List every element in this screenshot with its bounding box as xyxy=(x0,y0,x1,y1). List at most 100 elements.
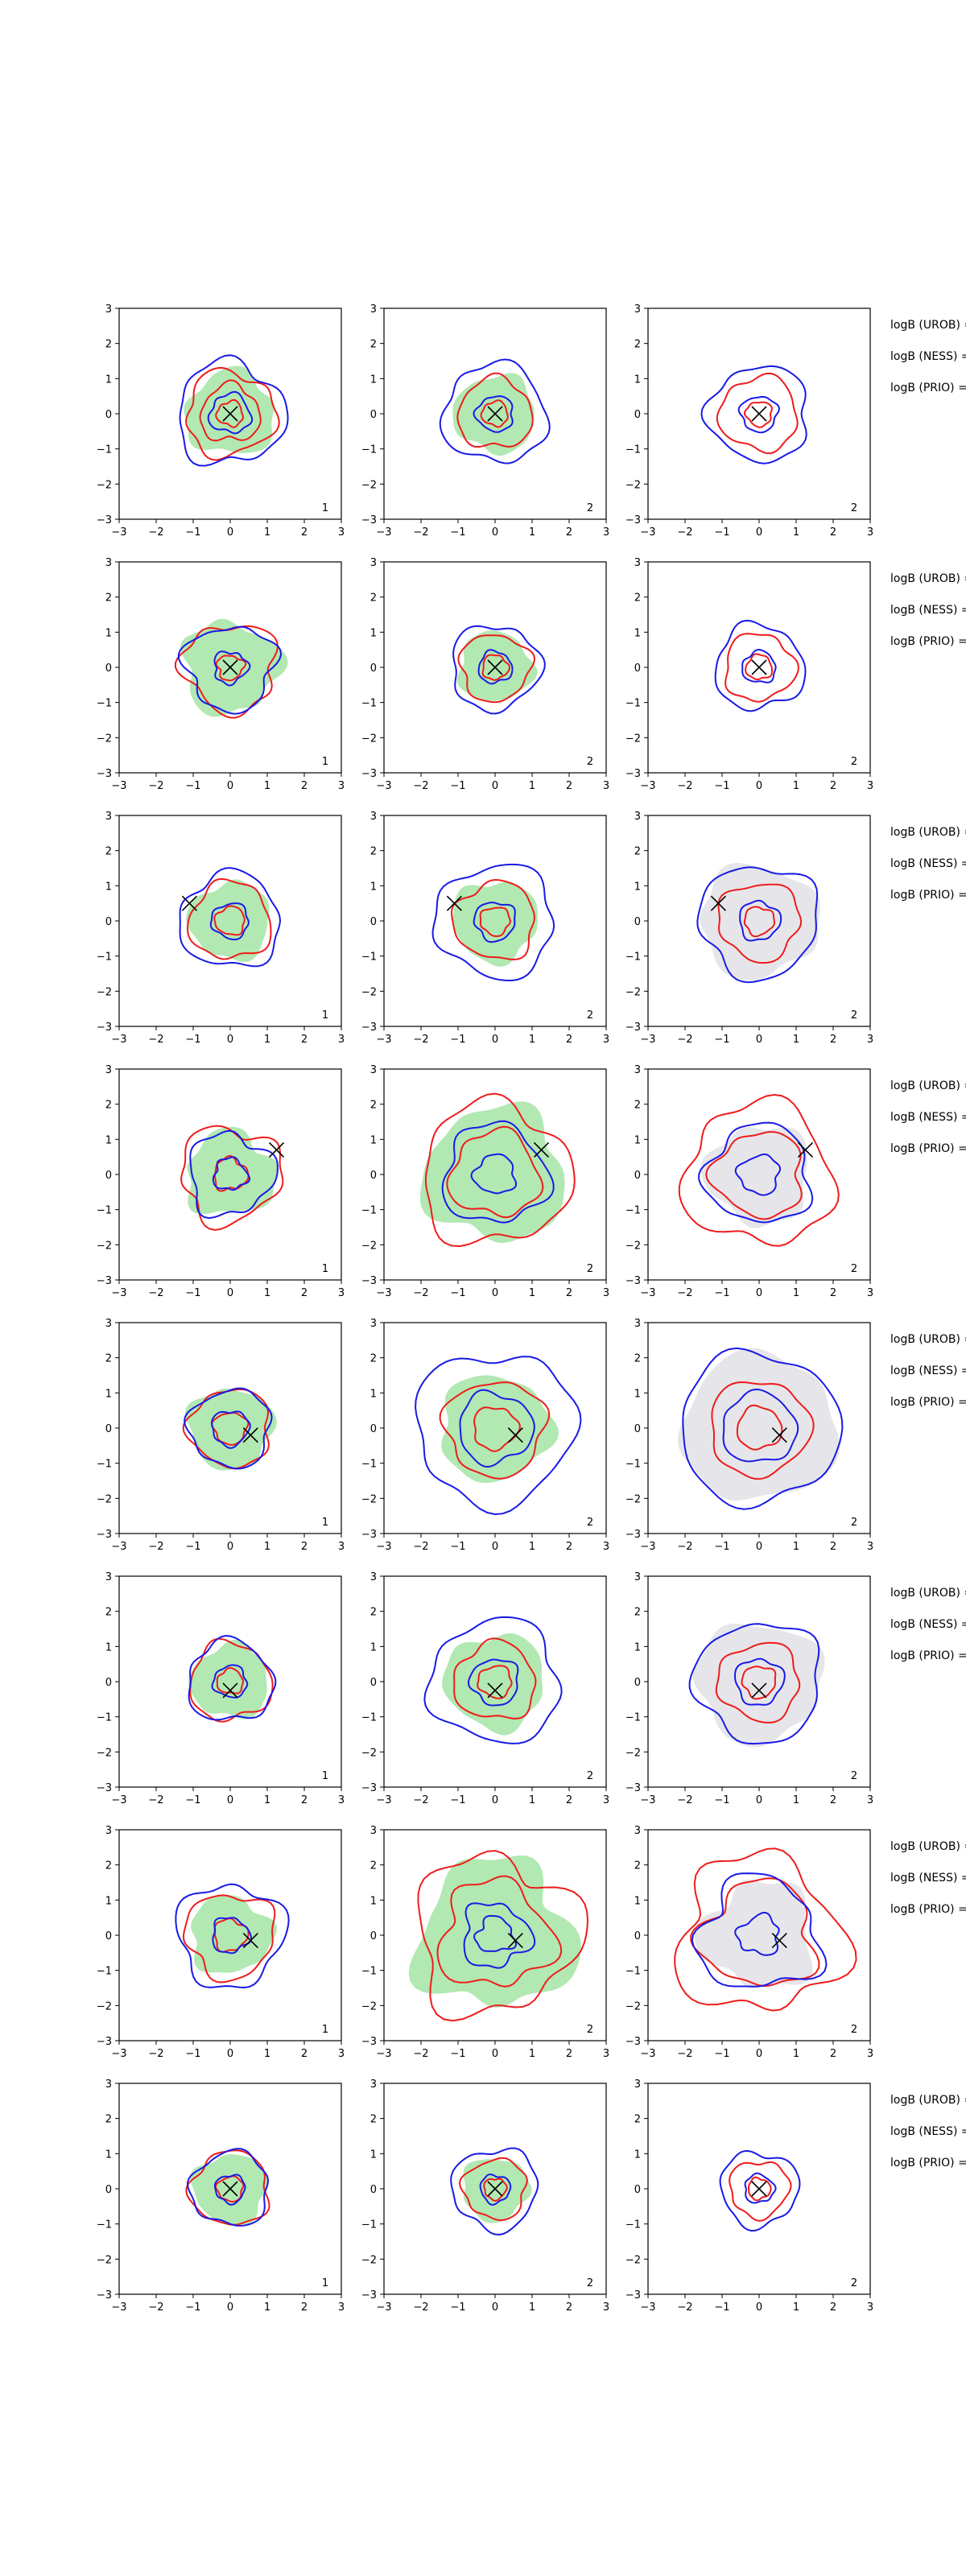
y-tick-label: 2 xyxy=(105,1353,112,1365)
true-value-marker xyxy=(487,406,503,422)
blue-contour xyxy=(211,1664,249,1699)
red-contour xyxy=(436,1875,563,1988)
y-tick-label: 2 xyxy=(370,339,377,351)
x-tick-label: −1 xyxy=(714,1794,729,1806)
x-tick-label: 1 xyxy=(264,2301,270,2314)
x-tick-label: −1 xyxy=(185,1794,200,1806)
x-tick-label: 2 xyxy=(301,1541,308,1553)
true-value-marker xyxy=(797,1141,814,1158)
x-tick-label: 1 xyxy=(264,526,270,539)
red-contour xyxy=(711,1381,815,1480)
x-tick-label: −2 xyxy=(413,526,428,539)
blue-contour xyxy=(714,619,807,712)
red-contour xyxy=(479,906,511,938)
blue-contour xyxy=(719,2149,801,2232)
y-tick-label: 3 xyxy=(634,1571,641,1583)
x-tick-label: 1 xyxy=(793,2301,799,2314)
x-tick-label: 0 xyxy=(756,2048,762,2060)
red-contour xyxy=(417,1850,589,2022)
density-fill-grey xyxy=(678,1348,840,1501)
red-contour xyxy=(424,1092,576,1248)
true-value-marker xyxy=(771,1427,787,1443)
panel-corner-label: 2 xyxy=(587,1770,593,1782)
true-value-marker xyxy=(242,1427,258,1443)
y-tick-label: 2 xyxy=(634,2114,641,2126)
x-tick-label: −3 xyxy=(111,1794,126,1806)
x-tick-label: −2 xyxy=(148,780,163,792)
y-tick-label: 0 xyxy=(105,1170,112,1182)
x-tick-label: −2 xyxy=(677,1541,692,1553)
density-fill-green xyxy=(452,881,538,967)
y-tick-label: 2 xyxy=(105,339,112,351)
blue-contour xyxy=(415,1356,582,1516)
logB-label: logB (NESS) = xyxy=(890,1111,966,1124)
logB-label: logB (NESS) = xyxy=(890,1618,966,1631)
y-tick-label: 3 xyxy=(370,557,377,569)
x-tick-label: −2 xyxy=(677,526,692,539)
red-contour xyxy=(215,654,247,682)
y-tick-label: 0 xyxy=(634,1423,641,1435)
x-tick-label: 2 xyxy=(566,2301,572,2314)
x-tick-label: −2 xyxy=(148,1287,163,1299)
y-tick-label: −2 xyxy=(625,1493,641,1505)
y-tick-label: −1 xyxy=(97,1205,112,1217)
y-tick-label: −3 xyxy=(361,2036,377,2048)
x-tick-label: −3 xyxy=(640,1034,655,1046)
x-tick-label: −2 xyxy=(677,1287,692,1299)
y-tick-label: 1 xyxy=(634,1641,641,1653)
y-tick-label: 1 xyxy=(370,627,377,639)
x-tick-label: 3 xyxy=(867,1794,873,1806)
y-tick-label: 0 xyxy=(370,1423,377,1435)
blue-contour xyxy=(189,1129,279,1220)
y-tick-label: 0 xyxy=(105,916,112,928)
y-tick-label: 0 xyxy=(370,2184,377,2196)
red-contour xyxy=(450,878,535,961)
x-tick-label: 2 xyxy=(830,2301,836,2314)
y-tick-label: 2 xyxy=(634,846,641,858)
x-tick-label: 0 xyxy=(756,526,762,539)
y-tick-label: −1 xyxy=(625,1966,641,1978)
x-tick-label: 1 xyxy=(793,780,799,792)
red-contour xyxy=(182,1894,276,1984)
x-tick-label: 1 xyxy=(793,526,799,539)
x-tick-label: −2 xyxy=(148,2301,163,2314)
red-contour xyxy=(690,1877,820,1988)
red-contour xyxy=(729,2161,792,2222)
red-contour xyxy=(674,1847,857,2012)
y-tick-label: 3 xyxy=(370,811,377,823)
true-value-marker xyxy=(751,406,767,422)
logB-label: logB (NESS) = xyxy=(890,1872,966,1885)
density-fill-green xyxy=(184,365,275,453)
x-tick-label: −1 xyxy=(185,2301,200,2314)
x-tick-label: −3 xyxy=(640,1541,655,1553)
y-tick-label: 2 xyxy=(370,592,377,605)
blue-contour xyxy=(734,1153,782,1196)
density-fill-green xyxy=(180,618,288,717)
x-tick-label: −1 xyxy=(714,1034,729,1046)
red-contour xyxy=(748,2176,772,2202)
y-tick-label: 1 xyxy=(370,881,377,893)
true-value-marker xyxy=(181,895,197,911)
x-tick-label: 1 xyxy=(264,1287,270,1299)
x-tick-label: 0 xyxy=(492,2301,498,2314)
x-tick-label: 0 xyxy=(756,1287,762,1299)
y-tick-label: 3 xyxy=(634,303,641,316)
y-tick-label: −1 xyxy=(625,1205,641,1217)
y-tick-label: 1 xyxy=(105,2149,112,2161)
true-value-marker xyxy=(751,1682,767,1699)
y-tick-label: 0 xyxy=(634,663,641,675)
x-tick-label: −2 xyxy=(413,780,428,792)
x-tick-label: 2 xyxy=(301,1794,308,1806)
y-tick-label: 2 xyxy=(105,2114,112,2126)
y-tick-label: −1 xyxy=(97,1966,112,1978)
x-tick-label: −1 xyxy=(450,2301,465,2314)
x-tick-label: 2 xyxy=(301,2048,308,2060)
y-tick-label: −1 xyxy=(625,1712,641,1724)
y-tick-label: −2 xyxy=(361,479,377,491)
density-fill-green xyxy=(442,1633,543,1736)
x-tick-label: −2 xyxy=(677,1034,692,1046)
x-tick-label: 3 xyxy=(867,2301,873,2314)
y-tick-label: 2 xyxy=(634,1100,641,1112)
